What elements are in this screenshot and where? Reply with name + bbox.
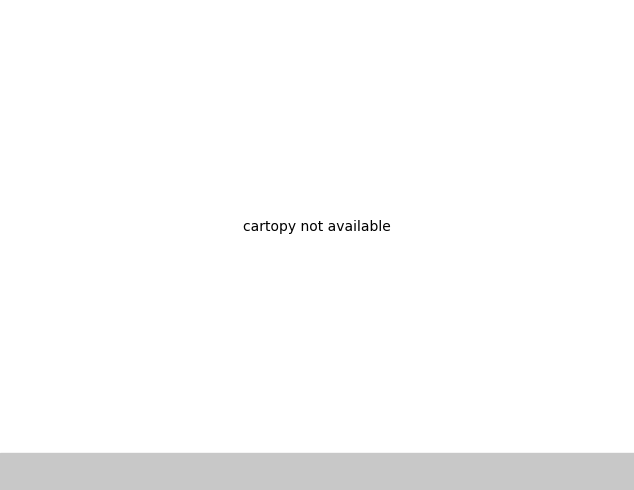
Text: Th 03-10-2024 00:00 UTC (00+240): Th 03-10-2024 00:00 UTC (00+240) bbox=[399, 465, 628, 478]
Text: Height/Temp. 850 hPa [gdmp][°C] CFS: Height/Temp. 850 hPa [gdmp][°C] CFS bbox=[6, 465, 256, 478]
Text: cartopy not available: cartopy not available bbox=[243, 220, 391, 234]
